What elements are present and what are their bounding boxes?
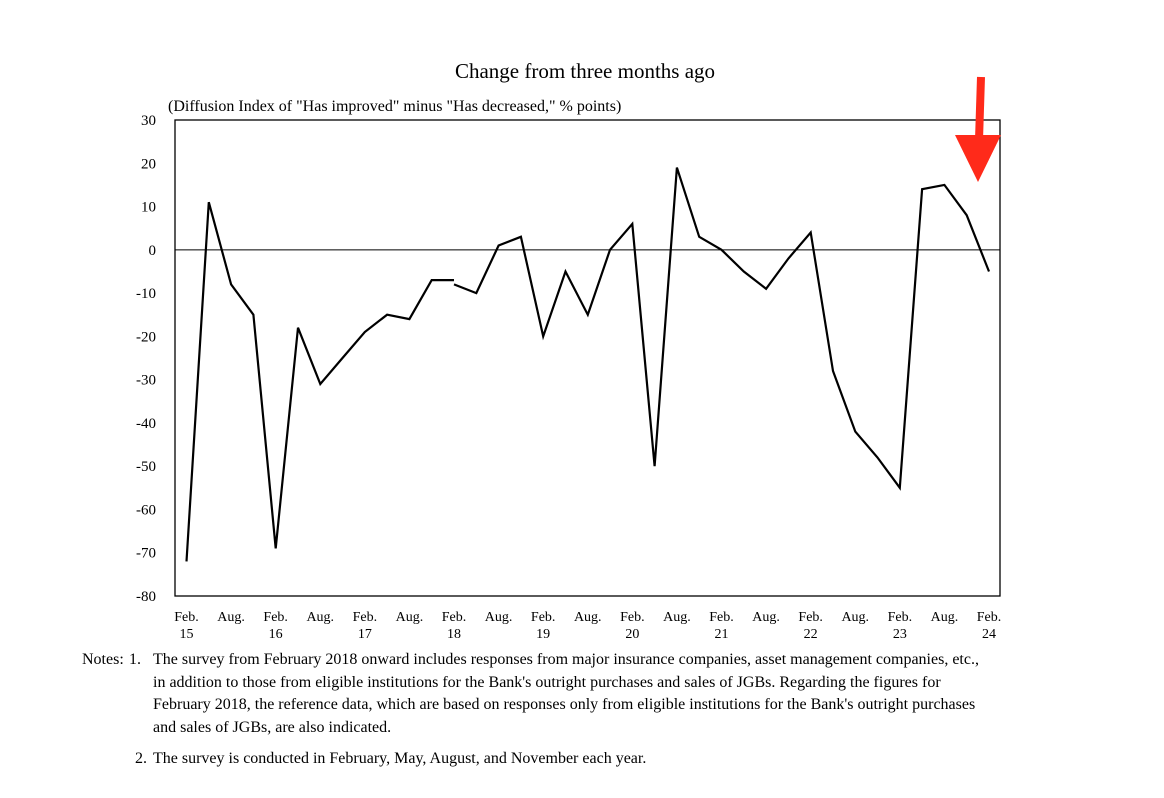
x-tick-label: Feb. — [442, 610, 467, 625]
y-tick-label: -80 — [136, 589, 156, 605]
y-tick-label: 20 — [141, 156, 156, 172]
x-tick-label: Aug. — [306, 610, 334, 625]
x-tick-label: Aug. — [841, 610, 869, 625]
x-tick-year-label: 22 — [804, 627, 818, 642]
arrow-shaft — [975, 76, 985, 141]
series-line-eligible-institutions-only — [185, 201, 454, 562]
y-tick-label: -40 — [136, 416, 156, 432]
y-tick-label: -70 — [136, 546, 156, 562]
series-lines — [185, 167, 991, 562]
y-tick-label: -50 — [136, 459, 156, 475]
chart-title: Change from three months ago — [455, 59, 715, 83]
arrow-head — [955, 135, 1001, 182]
note-2-text: The survey is conducted in February, May… — [153, 750, 647, 767]
chart-subtitle: (Diffusion Index of "Has improved" minus… — [168, 98, 621, 115]
x-tick-label: Aug. — [752, 610, 780, 625]
x-tick-label: Feb. — [620, 610, 645, 625]
x-tick-year-label: 15 — [180, 627, 194, 642]
y-tick-label: 30 — [141, 113, 156, 129]
note-1-number: 1. — [129, 651, 141, 668]
x-tick-label: Feb. — [531, 610, 556, 625]
x-tick-year-label: 18 — [447, 627, 461, 642]
x-tick-label: Feb. — [263, 610, 288, 625]
x-tick-year-label: 16 — [269, 627, 283, 642]
x-tick-label: Aug. — [396, 610, 424, 625]
note-1-text: The survey from February 2018 onward inc… — [153, 651, 979, 736]
x-tick-year-label: 19 — [536, 627, 550, 642]
x-tick-label: Feb. — [798, 610, 823, 625]
x-tick-year-label: 17 — [358, 627, 372, 642]
x-tick-label: Aug. — [574, 610, 602, 625]
x-tick-year-label: 21 — [715, 627, 729, 642]
x-tick-year-label: 20 — [625, 627, 639, 642]
chart: Change from three months ago (Diffusion … — [136, 59, 1001, 642]
series-line-including-major-insurers-and-asset-managers — [453, 167, 991, 491]
y-tick-label: -10 — [136, 286, 156, 302]
x-tick-label: Aug. — [217, 610, 245, 625]
plot-frame — [174, 119, 1001, 597]
red-arrow-annotation — [955, 76, 1001, 182]
x-tick-label: Aug. — [931, 610, 959, 625]
x-tick-label: Feb. — [353, 610, 378, 625]
y-axis: 30 20 10 0 -10 -20 -30 -40 -50 -60 -70 -80 — [136, 113, 156, 605]
x-axis: Feb. 15 Aug. Feb. 16 Aug. Feb. 17 Aug. Feb. 18 Aug.… — [174, 610, 1001, 642]
x-tick-label: Feb. — [888, 610, 913, 625]
notes: Notes: 1. The survey from February 2018 … — [82, 649, 1142, 771]
x-tick-year-label: 24 — [982, 627, 996, 642]
x-tick-year-label: 23 — [893, 627, 907, 642]
note-1: Notes: 1. The survey from February 2018 … — [82, 649, 1142, 739]
note-2: 2. The survey is conducted in February, … — [82, 748, 1142, 771]
y-tick-label: -60 — [136, 502, 156, 518]
y-tick-label: 0 — [149, 243, 157, 259]
x-tick-label: Aug. — [663, 610, 691, 625]
x-tick-label: Aug. — [485, 610, 513, 625]
y-tick-label: 10 — [141, 200, 156, 216]
y-tick-label: -30 — [136, 373, 156, 389]
y-tick-label: -20 — [136, 329, 156, 345]
x-tick-label: Feb. — [977, 610, 1002, 625]
x-tick-label: Feb. — [174, 610, 199, 625]
x-tick-label: Feb. — [709, 610, 734, 625]
note-2-number: 2. — [135, 750, 147, 767]
notes-prefix: Notes: — [82, 651, 128, 668]
